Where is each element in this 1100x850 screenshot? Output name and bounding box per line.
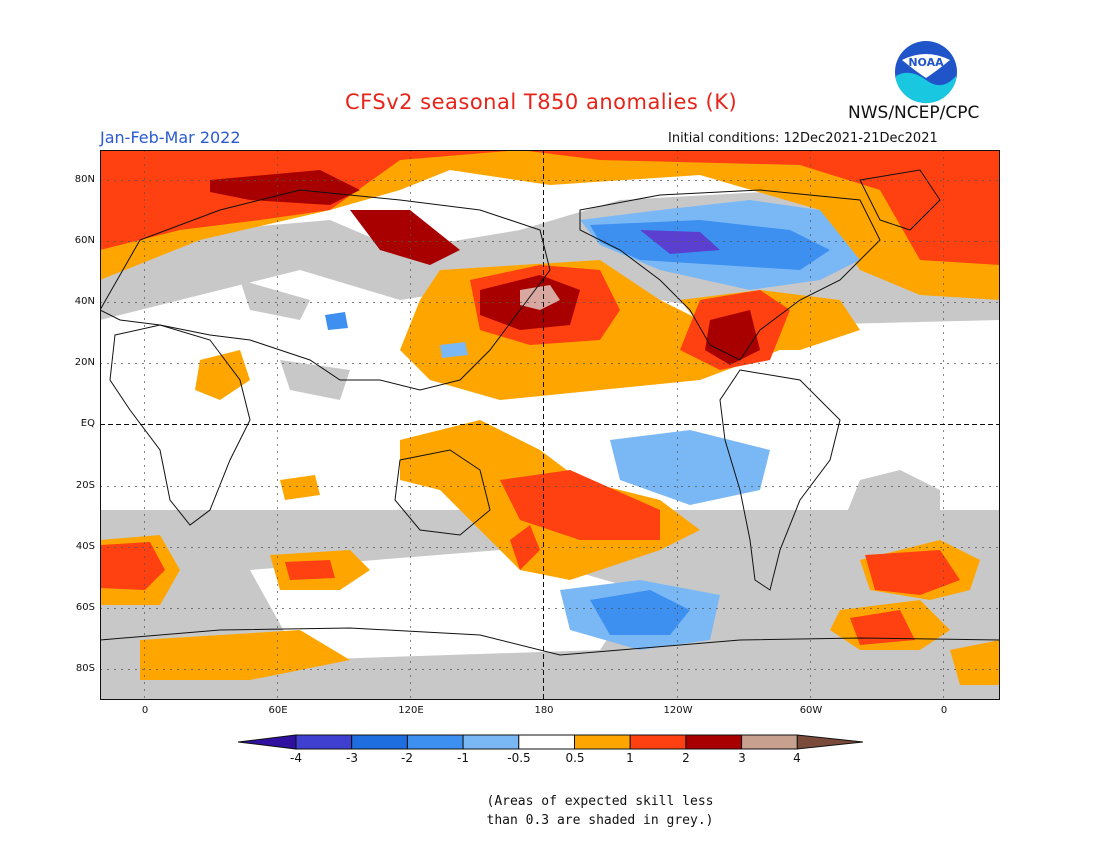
lat-label-60s: 60S bbox=[75, 602, 95, 613]
colorbar-segment-7 bbox=[629, 734, 687, 750]
map-frame bbox=[100, 150, 1000, 700]
lat-label-80n: 80N bbox=[74, 174, 95, 185]
colorbar-segment-1 bbox=[295, 734, 353, 750]
colorbar-segment-8 bbox=[685, 734, 743, 750]
colorbar-segment-9 bbox=[741, 734, 798, 750]
colorbar-arrow-left bbox=[238, 734, 297, 750]
colorbar-segment-2 bbox=[351, 734, 408, 750]
skill-note-line-2: than 0.3 are shaded in grey.) bbox=[486, 813, 714, 828]
graticule bbox=[100, 150, 1000, 700]
colorbar-segment-5 bbox=[518, 734, 575, 750]
noaa-logo-icon: NOAA bbox=[895, 41, 957, 104]
colorbar-label-05: 0.5 bbox=[565, 751, 585, 765]
colorbar-label-minus3: -3 bbox=[346, 751, 358, 765]
colorbar-label-2: 2 bbox=[682, 751, 690, 765]
continent-outlines bbox=[100, 169, 1000, 656]
colorbar-label-3: 3 bbox=[738, 751, 746, 765]
logo-text: NOAA bbox=[908, 56, 944, 69]
lon-label-60w: 60W bbox=[799, 705, 823, 716]
lat-label-20s: 20S bbox=[75, 480, 95, 491]
lat-label-40s: 40S bbox=[75, 541, 95, 552]
season-label: Jan-Feb-Mar 2022 bbox=[100, 128, 241, 147]
lat-label-80s: 80S bbox=[75, 663, 95, 674]
lon-label-60e: 60E bbox=[268, 705, 288, 716]
initial-conditions-label: Initial conditions: 12Dec2021-21Dec2021 bbox=[668, 131, 938, 146]
lat-label-20n: 20N bbox=[74, 357, 95, 368]
colorbar-arrow-right bbox=[796, 734, 863, 750]
lat-label-eq: EQ bbox=[80, 418, 95, 429]
lon-label-180: 180 bbox=[534, 705, 554, 716]
colorbar-segment-3 bbox=[406, 734, 464, 750]
lon-label-120w: 120W bbox=[663, 705, 693, 716]
lon-label-120e: 120E bbox=[398, 705, 424, 716]
lat-label-40n: 40N bbox=[74, 296, 95, 307]
colorbar-label-minus1: -1 bbox=[457, 751, 469, 765]
colorbar-label-4: 4 bbox=[793, 751, 801, 765]
lon-label-0: 0 bbox=[141, 705, 149, 716]
colorbar-segment-6 bbox=[574, 734, 631, 750]
colorbar bbox=[238, 734, 863, 750]
colorbar-label-1: 1 bbox=[626, 751, 634, 765]
reference-lines bbox=[100, 150, 1000, 700]
colorbar-segment-4 bbox=[462, 734, 520, 750]
skill-note: (Areas of expected skill less than 0.3 a… bbox=[470, 792, 730, 830]
colorbar-label-minus4: -4 bbox=[290, 751, 302, 765]
anomaly-2-3 bbox=[210, 170, 760, 365]
lon-label-0-east: 0 bbox=[940, 705, 948, 716]
colorbar-label-minus2: -2 bbox=[401, 751, 413, 765]
lat-label-60n: 60N bbox=[74, 235, 95, 246]
anomaly-map bbox=[100, 150, 1000, 700]
agency-label: NWS/NCEP/CPC bbox=[848, 103, 980, 123]
colorbar-label-minus05: -0.5 bbox=[507, 751, 531, 765]
chart-title: CFSv2 seasonal T850 anomalies (K) bbox=[345, 90, 738, 114]
anomaly-negative bbox=[325, 200, 860, 650]
skill-note-line-1: (Areas of expected skill less bbox=[486, 794, 714, 809]
anomaly-3-4 bbox=[520, 285, 560, 310]
